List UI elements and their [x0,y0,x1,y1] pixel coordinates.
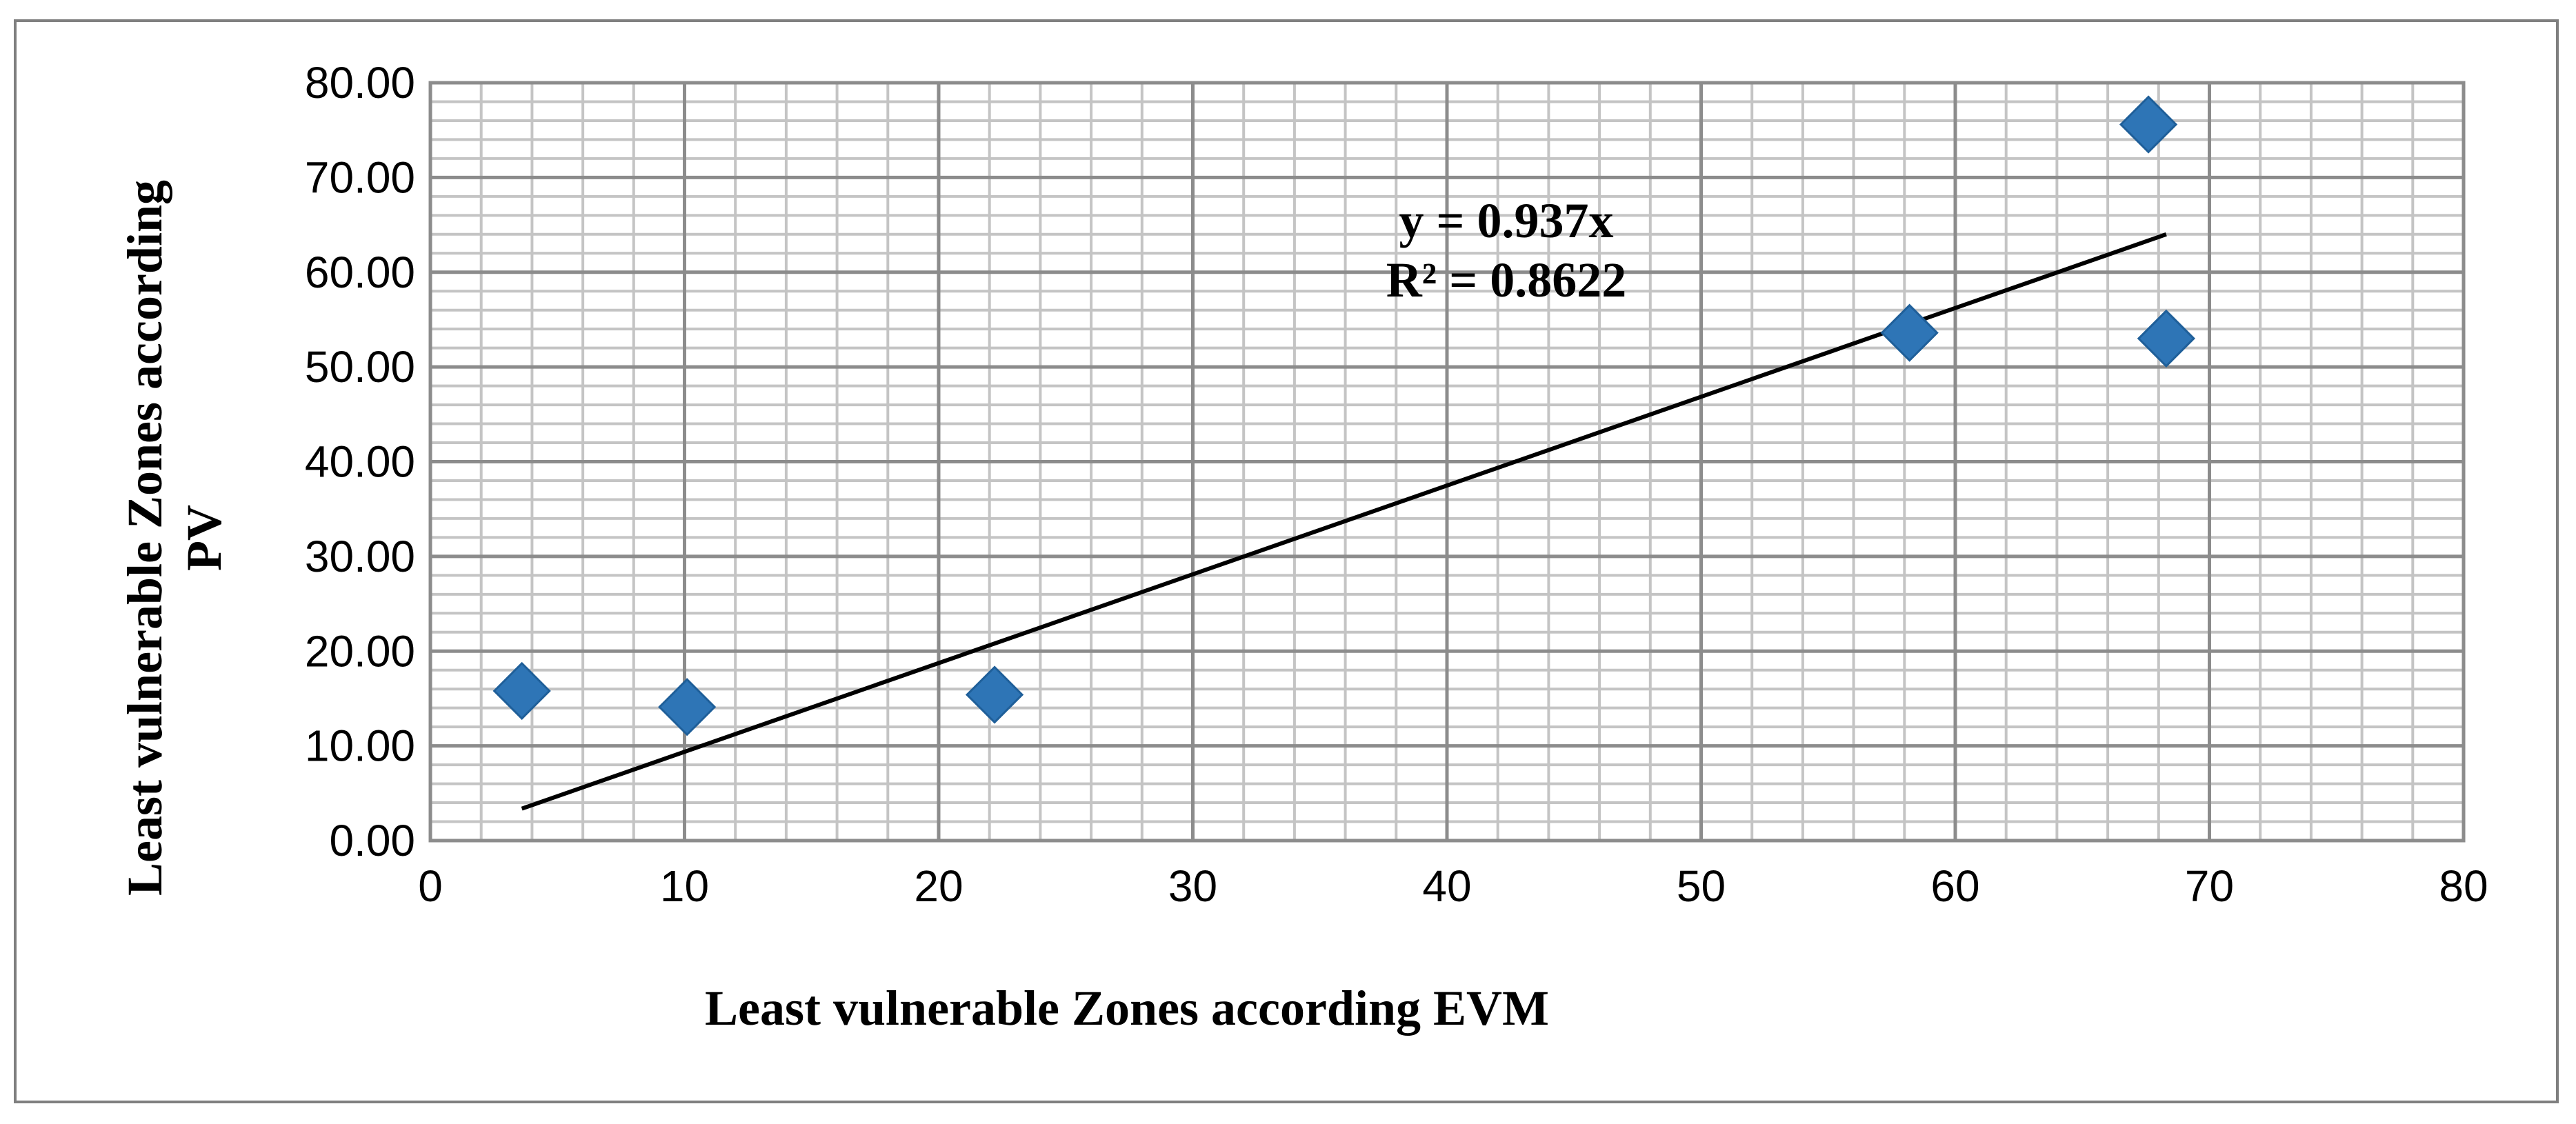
chart-frame: 0 10 20 30 40 50 60 70 80 0.00 10.00 20.00 30.00 40.… [14,19,2559,1103]
y-tick-label: 20.00 [305,626,415,676]
x-axis-title: Least vulnerable Zones according EVM [705,981,1549,1036]
data-point [2119,95,2178,154]
y-tick-label: 0.00 [329,816,415,865]
trendline-r-squared: R² = 0.8622 [1386,252,1627,308]
data-point [965,665,1024,724]
plot-area-border [428,81,2466,843]
y-axis-tick-labels: 0.00 10.00 20.00 30.00 40.00 50.00 60.00 70.00 8… [305,58,415,865]
trendline-equation: y = 0.937x [1399,193,1613,248]
data-point [1880,303,1939,362]
x-tick-label: 30 [1168,861,1217,911]
x-tick-label: 50 [1677,861,1726,911]
y-axis-title-line-1: Least vulnerable Zones according [117,180,172,896]
scatter-chart: 0 10 20 30 40 50 60 70 80 0.00 10.00 20.00 30.00 40.… [117,58,2488,1036]
y-axis-title-line-2: PV [177,505,232,571]
data-point [658,678,717,736]
x-tick-label: 10 [660,861,709,911]
x-tick-label: 60 [1930,861,1979,911]
y-tick-label: 70.00 [305,152,415,202]
x-tick-label: 80 [2439,861,2488,911]
data-points [492,95,2195,736]
data-point [492,661,551,721]
x-tick-label: 20 [914,861,963,911]
x-axis-tick-labels: 0 10 20 30 40 50 60 70 80 [418,861,2488,911]
y-tick-label: 50.00 [305,342,415,392]
y-tick-label: 10.00 [305,721,415,771]
y-tick-label: 80.00 [305,58,415,108]
x-tick-label: 70 [2185,861,2234,911]
x-tick-label: 0 [418,861,443,911]
y-tick-label: 60.00 [305,248,415,297]
data-point [2137,309,2195,368]
x-tick-label: 40 [1422,861,1471,911]
y-tick-label: 30.00 [305,532,415,581]
y-tick-label: 40.00 [305,437,415,487]
